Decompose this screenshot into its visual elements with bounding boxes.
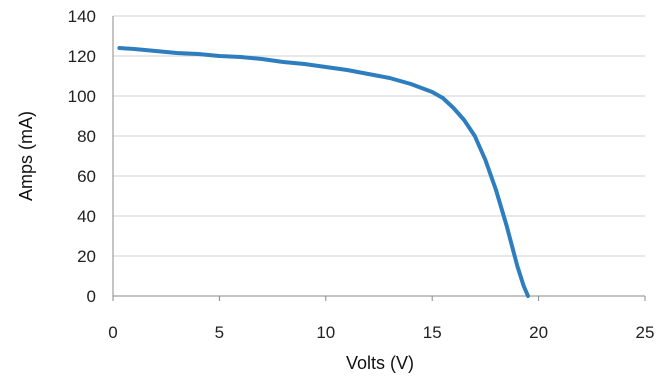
series-group bbox=[117, 46, 530, 298]
x-axis bbox=[112, 295, 646, 301]
y-tick-label-60: 60 bbox=[77, 167, 96, 186]
x-tick-label-5: 5 bbox=[215, 323, 224, 342]
series-line-0 bbox=[117, 46, 530, 298]
y-tick-label-80: 80 bbox=[77, 127, 96, 146]
x-tick-label-20: 20 bbox=[529, 323, 548, 342]
y-tick-label-40: 40 bbox=[77, 207, 96, 226]
x-axis-title: Volts (V) bbox=[346, 353, 414, 373]
y-tick-label-0: 0 bbox=[87, 287, 96, 306]
y-tick-label-100: 100 bbox=[68, 87, 96, 106]
x-tick-label-0: 0 bbox=[108, 323, 117, 342]
x-tick-label-15: 15 bbox=[423, 323, 442, 342]
y-tick-label-120: 120 bbox=[68, 47, 96, 66]
y-tick-label-140: 140 bbox=[68, 7, 96, 26]
y-axis-title: Amps (mA) bbox=[16, 111, 36, 201]
x-tick-label-25: 25 bbox=[636, 323, 655, 342]
y-tick-labels: 0 20 40 60 80 100 120 140 bbox=[68, 7, 96, 306]
x-tick-labels: 0 5 10 15 20 25 bbox=[108, 323, 654, 342]
y-tick-label-20: 20 bbox=[77, 247, 96, 266]
x-tick-label-10: 10 bbox=[316, 323, 335, 342]
